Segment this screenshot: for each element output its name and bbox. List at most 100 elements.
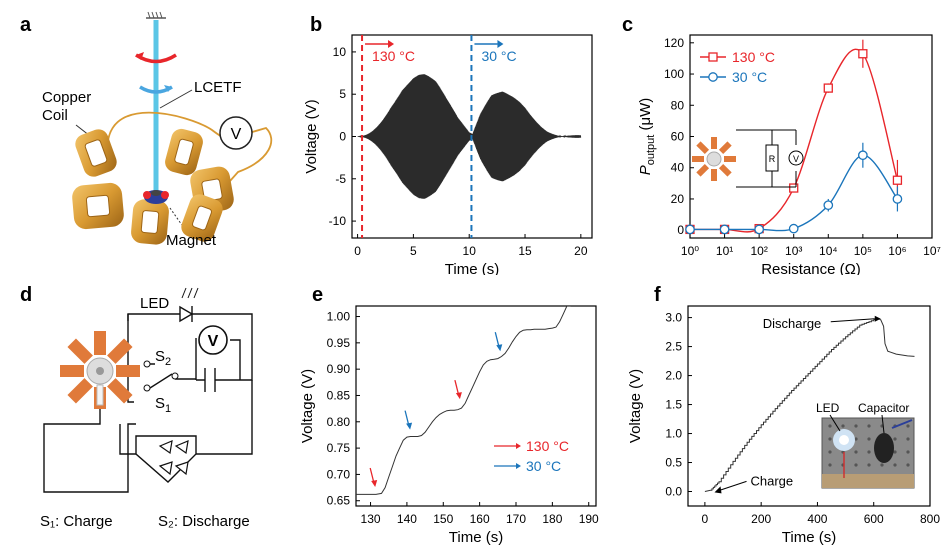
- pegboard-hole: [867, 450, 871, 454]
- x-tick-label: 10⁵: [854, 244, 872, 258]
- x-tick-label: 10³: [785, 244, 802, 258]
- panel-d-label: d: [20, 284, 33, 306]
- y-tick-label: 0.80: [327, 415, 351, 429]
- pegboard-hole: [854, 424, 858, 428]
- panel-a-label: a: [20, 14, 32, 36]
- legend-label: 30 °C: [526, 458, 561, 474]
- voltmeter-d-symbol: V: [208, 333, 219, 350]
- voltmeter-icon: [219, 116, 253, 150]
- x-tick-label: 15: [518, 244, 532, 258]
- panel-d: d V: [0, 276, 300, 551]
- led-diode-icon: [179, 287, 199, 323]
- legend-marker: [708, 72, 718, 82]
- pegboard-hole: [828, 463, 832, 467]
- charge-pointer: [716, 480, 747, 492]
- pegboard-hole: [893, 450, 897, 454]
- panel-e-label: e: [312, 284, 324, 306]
- heating-cycle-arrow-head: [455, 392, 462, 400]
- x-tick-label: 10²: [750, 244, 767, 258]
- pegboard-hole: [854, 437, 858, 441]
- y-tick-label: 2.5: [665, 340, 682, 354]
- x-tick-label: 800: [920, 512, 940, 526]
- x-tick-label: 10⁶: [888, 244, 906, 258]
- data-point: [788, 223, 799, 234]
- copper-coil-label-line2: Coil: [42, 107, 68, 124]
- charge-annotation: Charge: [751, 473, 794, 488]
- plot-frame: [355, 305, 597, 507]
- lcetf-label: LCETF: [194, 79, 242, 96]
- x-tick-label: 20: [574, 244, 588, 258]
- legend-arrow-head: [516, 463, 521, 469]
- pegboard-hole: [828, 437, 832, 441]
- y-tick-label: 0.5: [665, 456, 682, 470]
- pegboard-hole: [906, 437, 910, 441]
- x-axis-label: Time (s): [445, 261, 499, 275]
- power-resistance-chart: 10⁰ 10¹ 10² 10³ 10⁴ 10⁵ 10⁶ 10⁷ 0 20 40 60 80 100 120 R…: [637, 34, 941, 278]
- x-tick-label: 170: [506, 512, 526, 526]
- pegboard-hole: [906, 450, 910, 454]
- s1-label: S1: [155, 395, 171, 415]
- data-point: [823, 200, 834, 211]
- x-tick-label: 400: [807, 512, 827, 526]
- y-tick-label: 5: [339, 87, 346, 101]
- capacitor-voltage-chart: 0 200 400 600 800 0.0 0.5 1.0 1.5 2.0 2.5 3.0 Time (…: [627, 305, 940, 546]
- x-tick-label: 130: [361, 512, 381, 526]
- voltmeter-symbol: V: [231, 126, 242, 143]
- y-tick-label: 0.85: [327, 388, 351, 402]
- svg-text:V: V: [793, 154, 799, 164]
- voltage-oscillation-trace: [357, 74, 582, 199]
- y-tick-label: 120: [664, 36, 684, 50]
- rectifier-bridge-icon: [158, 440, 189, 476]
- y-tick-label: 2.0: [665, 369, 682, 383]
- pegboard-hole: [867, 463, 871, 467]
- magnet-icon: [143, 190, 169, 204]
- x-axis-label: Time (s): [782, 529, 836, 546]
- photo-led-label: LED: [816, 401, 840, 415]
- y-tick-label: 100: [664, 67, 684, 81]
- y-tick-label: 0.70: [327, 467, 351, 481]
- charge-pointer-head: [714, 486, 722, 494]
- y-tick-label: 40: [671, 161, 685, 175]
- led-label: LED: [140, 295, 169, 312]
- temperature-marker-label: 30 °C: [481, 48, 516, 64]
- pegboard-hole: [867, 424, 871, 428]
- photo-capacitor-label: Capacitor: [858, 401, 909, 415]
- x-tick-label: 0: [354, 244, 361, 258]
- x-tick-label: 10: [463, 244, 477, 258]
- heating-cycle-arrow-head: [496, 344, 503, 352]
- discharge-pointer: [830, 318, 875, 323]
- legend-label: 130 °C: [526, 438, 569, 454]
- y-axis-label: Voltage (V): [300, 369, 316, 443]
- panel-b: b 0 5 10 15 20 -10 -5 0 5 10 Time (s) Voltage (V) 13…: [300, 0, 610, 278]
- legend-label: 30 °C: [732, 69, 767, 85]
- panel-c: c 10⁰ 10¹ 10² 10³ 10⁴ 10⁵ 10⁶ 10⁷ 0 20 40 60 80 100 12…: [610, 0, 944, 278]
- x-axis-label: Resistance (Ω): [761, 261, 861, 275]
- y-tick-label: 10: [333, 45, 347, 59]
- y-tick-label: -10: [329, 214, 347, 228]
- y-axis-label: Voltage (V): [627, 369, 644, 443]
- heating-cycle-arrow-head: [406, 422, 413, 430]
- panel-b-label: b: [310, 14, 323, 36]
- s2-discharge-legend: S₂: Discharge: [158, 513, 250, 530]
- y-tick-label: 0.95: [327, 336, 351, 350]
- legend-arrow-head: [516, 443, 521, 449]
- coil-generator-illustration: V Copper Coil LCETF Magnet: [42, 11, 273, 249]
- x-axis-label: Time (s): [449, 529, 503, 546]
- y-tick-label: 3.0: [665, 311, 682, 325]
- panel-c-label: c: [622, 14, 634, 36]
- led-light-icon: [839, 435, 849, 445]
- pegboard-hole: [906, 424, 910, 428]
- photo-led-pointer: [829, 414, 841, 432]
- capacitor-voltage-trace: [704, 317, 915, 492]
- x-tick-label: 140: [397, 512, 417, 526]
- x-tick-label: 5: [410, 244, 417, 258]
- y-tick-label: 1.00: [327, 310, 351, 324]
- y-tick-label: 60: [671, 130, 685, 144]
- x-tick-label: 160: [470, 512, 490, 526]
- y-tick-label: 0.65: [327, 494, 351, 508]
- photo-table: [822, 474, 914, 488]
- data-point: [858, 49, 868, 59]
- voltage-time-chart-e: 130 140 150 160 170 180 190 0.65 0.70 0.75 0.80 0.8…: [299, 305, 599, 546]
- data-point: [754, 224, 764, 235]
